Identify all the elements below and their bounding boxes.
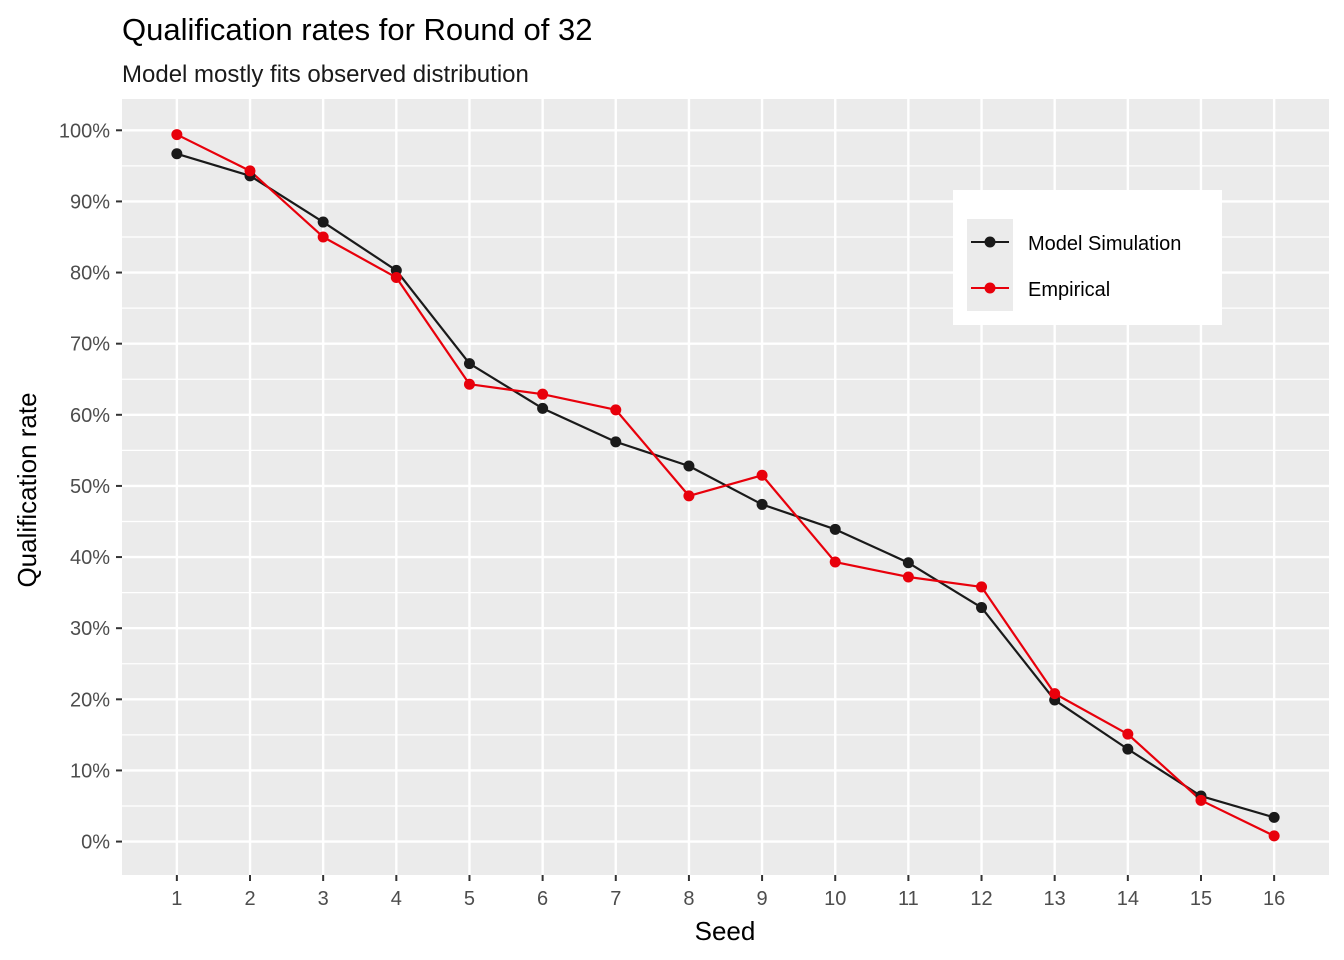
data-point-empirical	[1195, 794, 1207, 806]
series-points	[171, 129, 1280, 842]
y-tick-label: 30%	[70, 618, 110, 640]
x-tick-label: 9	[757, 888, 768, 910]
x-tick-label: 5	[464, 888, 475, 910]
data-point-model-simulation	[1122, 743, 1134, 755]
x-tick-label: 11	[898, 888, 919, 910]
data-point-empirical	[756, 469, 768, 481]
x-tick-label: 13	[1044, 888, 1066, 910]
y-tick-label: 70%	[70, 334, 110, 356]
x-tick-label: 1	[171, 888, 182, 910]
x-tick-label: 4	[391, 888, 402, 910]
data-point-model-simulation	[537, 402, 549, 414]
data-point-empirical	[463, 378, 475, 390]
x-tick-label: 12	[970, 888, 992, 910]
x-tick-label: 8	[683, 888, 694, 910]
data-point-model-simulation	[683, 460, 695, 472]
y-tick-label: 20%	[70, 689, 110, 711]
data-point-empirical	[390, 272, 402, 284]
x-tick-label: 15	[1190, 888, 1212, 910]
x-tick-label: 2	[244, 888, 255, 910]
data-point-model-simulation	[463, 358, 475, 370]
data-point-empirical	[1268, 830, 1280, 842]
data-point-model-simulation	[171, 148, 183, 160]
chart-subtitle: Model mostly fits observed distribution	[122, 61, 529, 88]
x-axis-title: Seed	[695, 916, 756, 946]
legend: Model Simulation Empirical	[953, 190, 1222, 325]
x-tick-label: 16	[1263, 888, 1285, 910]
y-axis: 0% 10% 20% 30% 40% 50% 60% 70% 80% 90% 100%	[59, 120, 122, 854]
data-point-model-simulation	[317, 216, 329, 228]
y-tick-label: 90%	[70, 191, 110, 213]
data-point-empirical	[683, 490, 695, 502]
legend-marker-model	[984, 236, 996, 248]
series-line-empirical	[176, 133, 1275, 837]
legend-label-model: Model Simulation	[1028, 233, 1181, 255]
data-point-empirical	[1122, 728, 1134, 740]
data-point-model-simulation	[1268, 811, 1280, 823]
data-point-empirical	[976, 581, 988, 593]
x-tick-label: 10	[824, 888, 846, 910]
data-point-empirical	[610, 404, 622, 416]
x-tick-label: 3	[318, 888, 329, 910]
chart-title: Qualification rates for Round of 32	[122, 12, 592, 47]
data-point-model-simulation	[829, 523, 841, 535]
y-tick-label: 50%	[70, 476, 110, 498]
y-axis-title: Qualification rate	[12, 392, 42, 587]
y-tick-label: 0%	[81, 832, 110, 854]
x-tick-label: 14	[1117, 888, 1139, 910]
data-point-model-simulation	[976, 602, 988, 614]
data-point-model-simulation	[902, 557, 914, 569]
data-point-empirical	[537, 388, 549, 400]
data-point-empirical	[829, 556, 841, 568]
data-point-empirical	[317, 231, 329, 243]
y-tick-label: 60%	[70, 405, 110, 427]
x-tick-label: 6	[537, 888, 548, 910]
x-tick-label: 7	[610, 888, 621, 910]
data-point-empirical	[1049, 688, 1061, 700]
data-point-model-simulation	[610, 436, 622, 448]
y-tick-label: 10%	[70, 760, 110, 782]
y-tick-label: 80%	[70, 263, 110, 285]
series-lines	[176, 133, 1275, 837]
y-tick-label: 100%	[59, 120, 110, 142]
legend-label-empirical: Empirical	[1028, 279, 1110, 301]
legend-marker-empirical	[984, 282, 996, 294]
data-point-empirical	[244, 165, 256, 177]
y-tick-label: 40%	[70, 547, 110, 569]
data-point-model-simulation	[756, 498, 768, 510]
x-axis: 1 2 3 4 5 6 7 8 9 10 11 12 13 14 15 16	[171, 875, 1285, 910]
data-point-empirical	[902, 571, 914, 583]
data-point-empirical	[171, 129, 183, 141]
